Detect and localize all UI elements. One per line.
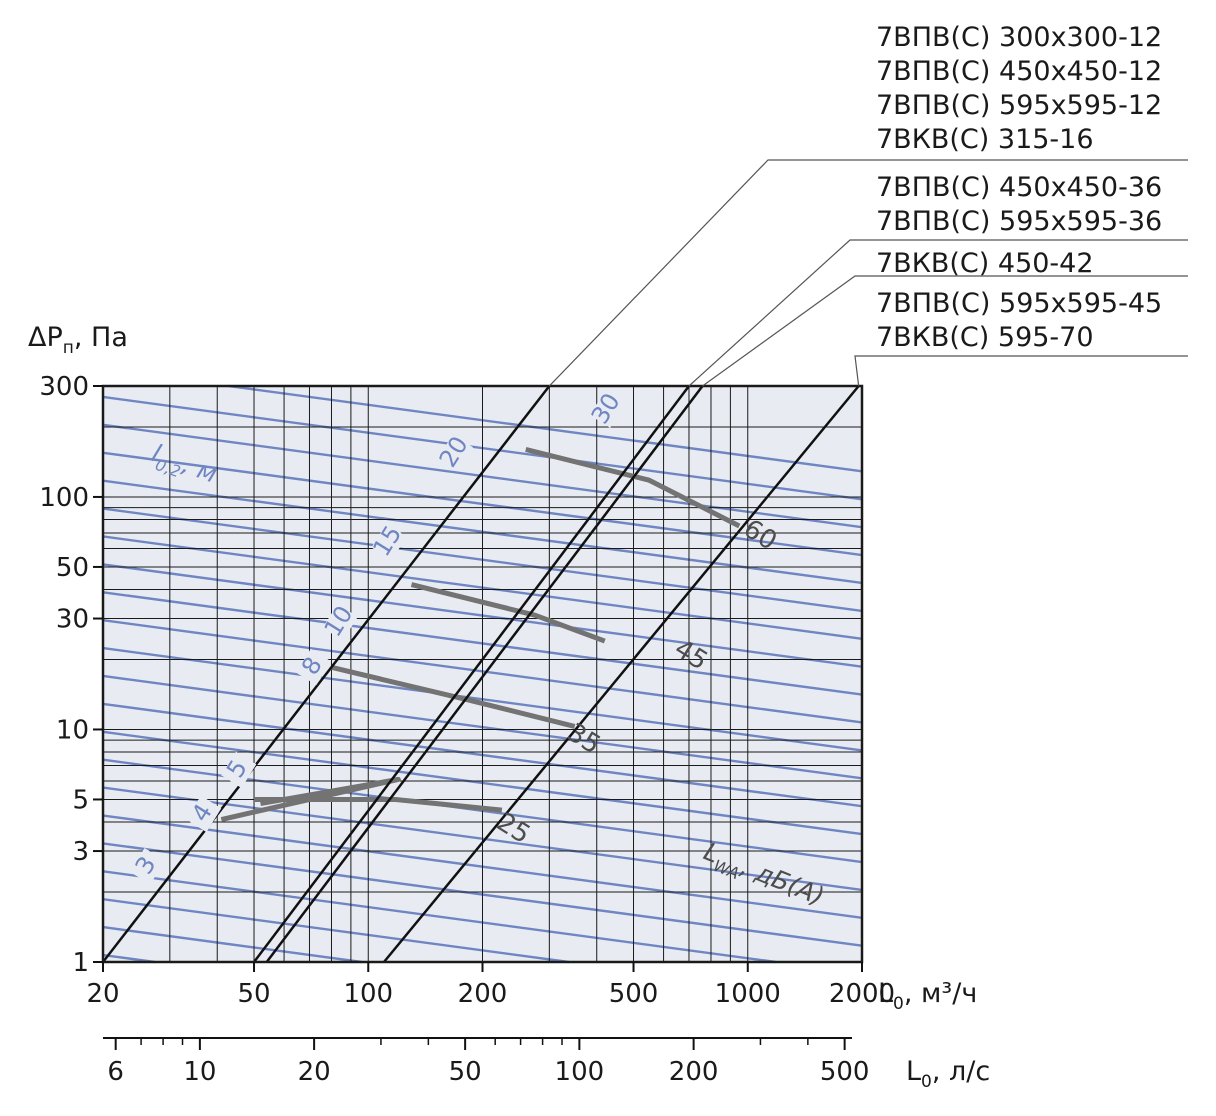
throw-label-bg bbox=[186, 795, 222, 833]
y-tick-label: 50 bbox=[56, 553, 89, 583]
secondary-x-tick-label: 20 bbox=[298, 1057, 331, 1087]
throw-label-bg bbox=[221, 751, 257, 789]
model-leader-line bbox=[688, 239, 1188, 387]
throw-line bbox=[228, 384, 863, 473]
x-tick-label: 100 bbox=[343, 979, 393, 1009]
model-line bbox=[265, 385, 704, 963]
secondary-x-tick-label: 500 bbox=[820, 1057, 870, 1087]
y-axis-label: ΔPп, Па bbox=[28, 322, 128, 358]
model-leader-line bbox=[854, 355, 1188, 387]
throw-label-bg bbox=[589, 391, 625, 428]
x-tick-label: 200 bbox=[458, 979, 508, 1009]
sound-curve bbox=[525, 447, 741, 529]
throw-line bbox=[102, 925, 362, 964]
model-label: 7ВКВ(С) 315-16 bbox=[876, 124, 1094, 155]
sound-level-curves bbox=[220, 447, 741, 822]
model-label: 7ВКВ(С) 450-42 bbox=[876, 248, 1094, 279]
x-tick-label: 1000 bbox=[715, 979, 781, 1009]
grid bbox=[103, 386, 862, 962]
throw-label-bg bbox=[437, 434, 473, 472]
secondary-x-tick-label: 200 bbox=[669, 1057, 719, 1087]
throw-label-bg bbox=[295, 648, 332, 686]
secondary-x-axis-label: L0, л/с bbox=[906, 1056, 990, 1092]
model-label: 7ВПВ(С) 450x450-12 bbox=[876, 56, 1162, 87]
y-tick-label: 3 bbox=[72, 837, 89, 867]
throw-label-bg bbox=[371, 523, 407, 561]
y-tick-label: 30 bbox=[56, 605, 89, 635]
sound-curve bbox=[254, 796, 503, 813]
model-label: 7ВПВ(С) 450x450-36 bbox=[876, 172, 1162, 203]
y-tick-label: 300 bbox=[39, 372, 89, 402]
y-tick-label: 5 bbox=[72, 785, 89, 815]
model-label: 7ВПВ(С) 595x595-45 bbox=[876, 288, 1162, 319]
model-line bbox=[102, 385, 551, 963]
x-tick-label: 50 bbox=[237, 979, 270, 1009]
secondary-x-tick-label: 100 bbox=[555, 1057, 605, 1087]
model-line bbox=[383, 385, 860, 963]
model-label: 7ВПВ(С) 300x300-12 bbox=[876, 22, 1162, 53]
secondary-x-tick-label: 50 bbox=[449, 1057, 482, 1087]
x-axis-label: L0, м³/ч bbox=[878, 978, 977, 1014]
x-tick-label: 2000 bbox=[829, 979, 895, 1009]
model-label: 7ВПВ(С) 595x595-36 bbox=[876, 206, 1162, 237]
secondary-x-tick-label: 10 bbox=[183, 1057, 216, 1087]
x-tick-label: 500 bbox=[609, 979, 659, 1009]
model-label: 7ВКВ(С) 595-70 bbox=[876, 322, 1094, 353]
secondary-x-tick-label: 6 bbox=[107, 1057, 124, 1087]
y-tick-label: 1 bbox=[72, 948, 89, 978]
model-line bbox=[253, 385, 690, 963]
model-leader-line bbox=[702, 275, 1188, 387]
y-tick-label: 100 bbox=[39, 483, 89, 513]
model-label: 7ВПВ(С) 595x595-12 bbox=[876, 90, 1162, 121]
y-tick-label: 10 bbox=[56, 715, 89, 745]
sound-curve bbox=[220, 776, 401, 822]
throw-label-bg bbox=[129, 848, 165, 885]
model-leader-line bbox=[548, 159, 1188, 387]
throw-label-bg bbox=[322, 604, 358, 641]
model-lines bbox=[102, 385, 860, 963]
x-tick-label: 20 bbox=[86, 979, 119, 1009]
throw-line bbox=[102, 898, 569, 964]
sound-curve bbox=[410, 582, 606, 644]
tick-labels: 20 50 100 200 500 1000 2000 1 3 5 10 30 50 100 300 6 10 2… bbox=[39, 372, 895, 1087]
